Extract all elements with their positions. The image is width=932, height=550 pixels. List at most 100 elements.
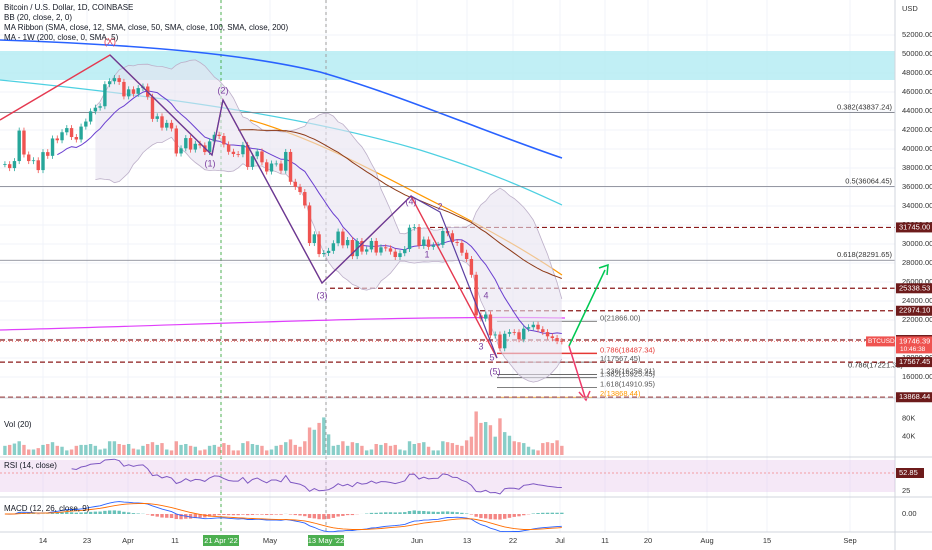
macd-hist	[450, 511, 455, 514]
volume-bar	[417, 443, 421, 455]
volume-bar	[488, 425, 493, 455]
candle-body	[474, 274, 478, 316]
fib-label: 1(17567.45)	[600, 354, 641, 363]
candle-body	[331, 243, 336, 251]
volume-bar	[279, 444, 283, 455]
volume-bar	[369, 449, 374, 455]
volume-bar	[22, 444, 26, 455]
candle-body	[17, 130, 21, 162]
wave-lines-inner	[109, 54, 498, 359]
date-badge	[203, 535, 239, 546]
volume-bar	[245, 441, 250, 455]
volume-bar	[288, 439, 293, 455]
volume-bar	[46, 444, 50, 455]
wave-label: (1)	[205, 158, 216, 168]
x-tick-label: 21 Apr '22	[204, 536, 238, 545]
candle-body	[522, 328, 526, 340]
macd-hist	[436, 511, 440, 514]
macd-hist	[517, 514, 521, 517]
macd-hist	[369, 512, 374, 514]
fib-label: 0.786(18487.34)	[600, 345, 656, 354]
candle-body	[336, 231, 340, 244]
candle-body	[198, 143, 202, 146]
macd-hist	[560, 512, 564, 514]
rsi-title: RSI (14, close)	[4, 461, 57, 470]
volume-tick: 40K	[902, 432, 915, 441]
candle-body	[531, 324, 535, 328]
macd-hist	[312, 514, 317, 519]
macd-hist	[150, 514, 155, 516]
candle-body	[507, 332, 512, 334]
macd-hist	[503, 514, 507, 519]
candle-body	[136, 88, 140, 94]
candle-body	[526, 327, 531, 329]
macd-zero: 0.00	[902, 509, 917, 518]
volume-bar	[517, 442, 521, 455]
volume-bar	[450, 443, 455, 455]
volume-bar	[407, 441, 412, 455]
volume-bar	[79, 444, 83, 455]
level-badge	[896, 392, 932, 403]
candle-body	[464, 252, 469, 260]
volume-bar	[241, 443, 245, 455]
macd-hist	[479, 514, 483, 519]
macd-hist	[198, 514, 202, 518]
candle-body	[493, 334, 497, 336]
volume-bar	[469, 436, 474, 455]
volume-bar	[17, 441, 21, 455]
y-tick-label: 50000.00	[902, 49, 932, 58]
macd-hist	[212, 514, 217, 516]
volume-bar	[60, 446, 64, 455]
legend: Bitcoin / U.S. Dollar, 1D, COINBASE BB (…	[4, 3, 918, 513]
volume-bar	[284, 442, 288, 455]
bear-arrow	[568, 345, 586, 398]
candle-body	[65, 128, 69, 133]
candle-body	[431, 245, 436, 247]
macd-hist	[417, 510, 421, 514]
candle-body	[555, 338, 559, 342]
volume-bar	[155, 444, 159, 455]
candle-body	[131, 89, 136, 94]
candle-body	[155, 116, 159, 119]
y-tick-label: 22000.00	[902, 315, 932, 324]
chart-title: Bitcoin / U.S. Dollar, 1D, COINBASE	[4, 3, 133, 12]
macd-hist	[403, 512, 407, 514]
candle-body	[7, 164, 12, 169]
lower-panes: 40K 80K	[0, 411, 915, 533]
candle-body	[46, 152, 50, 156]
volume-bar	[174, 441, 178, 455]
candle-body	[274, 163, 278, 165]
macd-hist	[231, 514, 236, 516]
volume-bar	[27, 449, 31, 455]
volume-bar	[350, 442, 355, 455]
volume-bar	[536, 450, 540, 455]
volume-bar	[207, 445, 212, 455]
macd-hist	[522, 514, 526, 516]
candle-body	[193, 143, 198, 150]
macd-hist	[379, 512, 383, 514]
volume-bar	[426, 446, 431, 455]
volume-bar	[98, 449, 102, 455]
y-tick-label: 24000.00	[902, 296, 932, 305]
candle-body	[284, 151, 288, 171]
volume-bar	[355, 443, 359, 455]
volume-bar	[103, 448, 107, 455]
candle-body	[126, 89, 131, 97]
volume-bar	[74, 445, 79, 455]
candle-body	[483, 314, 488, 319]
bull-arrow	[568, 269, 606, 347]
bull-arrow-head	[598, 263, 609, 276]
volume-bar	[512, 441, 516, 455]
macd-hist	[217, 514, 221, 516]
candle-body	[312, 234, 317, 244]
x-tick-label: 20	[644, 536, 652, 545]
macd-hist	[193, 514, 198, 519]
ma-50	[238, 129, 562, 279]
price-label: 19746.39	[899, 336, 930, 345]
candle-body	[98, 106, 102, 108]
candle-body	[398, 253, 402, 258]
wave-label: 1	[424, 249, 429, 259]
candle-body	[184, 138, 188, 149]
volume-bar	[236, 450, 240, 455]
macd-hist	[236, 514, 240, 516]
